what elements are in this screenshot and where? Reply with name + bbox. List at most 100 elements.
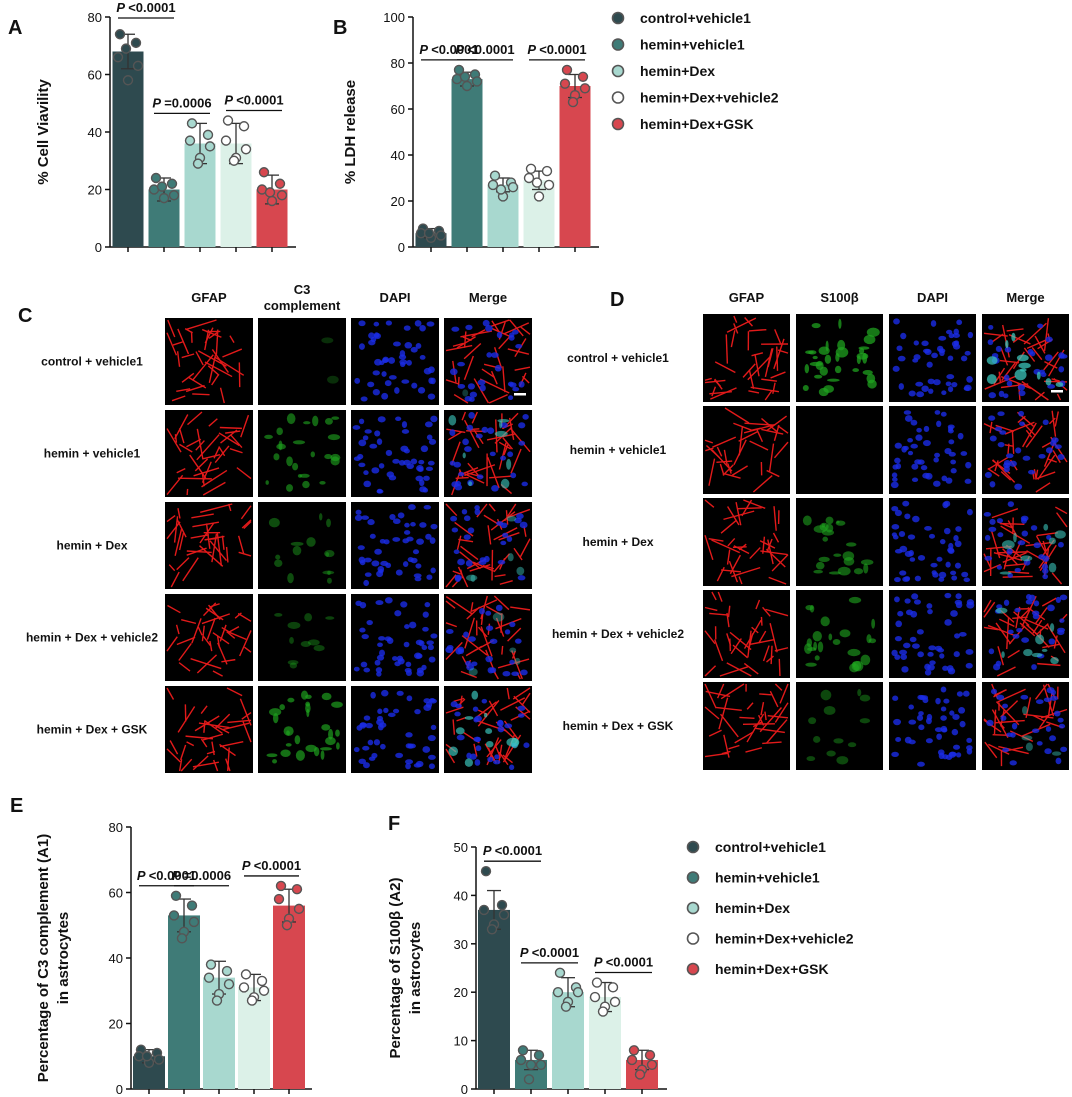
legend-marker [686,871,700,884]
micrograph-content [321,337,339,384]
micrograph-tile [258,318,346,405]
data-point [577,71,589,83]
data-point [258,167,270,178]
data-point [423,227,435,239]
micrograph-content [268,513,335,584]
data-point [291,884,303,895]
panel-letter-d: D [610,289,624,311]
micrograph-tile [258,502,346,589]
data-point [435,230,447,241]
y-axis-label-line2: in astrocytes [55,912,72,1005]
legend-label: control+vehicle1 [640,10,751,26]
p-value-label: P <0.0001 [455,42,514,57]
data-point [515,1054,527,1066]
panel-letter-c: C [18,305,32,327]
chart-a-cell-viability: 0 20 40 60 80 % Cell Viavility P <0.0001 P =0.0… [35,0,296,255]
data-point [130,37,142,49]
column-label: complement [264,298,341,313]
panel-letter-b: B [333,17,347,39]
legend-marker [686,962,700,976]
micrograph-content [446,411,531,496]
micrograph-content [353,597,438,677]
data-point [498,909,510,920]
column-label: GFAP [729,290,765,305]
panel-letter-f: F [388,813,400,835]
micrograph-content [983,683,1068,767]
micrograph-content [445,503,531,588]
data-point [114,29,126,40]
data-point [211,995,223,1006]
chart-f-s100b-percentage: 0 10 20 30 40 50 Percentage of S100β (A2) in as… [387,840,667,1097]
row-label: hemin + Dex + vehicle2 [26,631,158,645]
data-point [132,60,144,72]
y-axis-label: % LDH release [342,80,359,184]
micrograph-content [264,413,341,492]
legend-label: hemin+Dex+GSK [715,961,829,977]
y-tick-label: 40 [454,888,468,903]
y-tick-label: 80 [88,10,102,25]
column-label: GFAP [191,290,227,305]
micrograph-content [445,687,531,771]
micrograph-content [891,500,973,583]
y-axis-label: Percentage of S100β (A2) [387,878,404,1059]
data-point [487,179,499,191]
p-value-label: P <0.0001 [483,843,542,858]
row-label: hemin + Dex [56,539,127,553]
micrograph-tile [351,502,439,589]
y-tick-label: 0 [398,240,405,255]
column-label: Merge [1006,290,1044,305]
data-point [258,985,270,996]
y-tick-label: 20 [454,985,468,1000]
data-point [120,43,132,54]
p-value-label: P =0.0006 [172,868,231,883]
bar-hemin+Dex+vehicle2 [523,180,555,247]
micrograph-content [806,689,871,765]
data-point [276,190,288,201]
data-point [141,1051,153,1062]
p-value-label: P <0.0001 [527,42,586,57]
micrograph-content [983,318,1068,401]
data-point [523,172,535,184]
y-tick-label: 0 [116,1082,123,1097]
legend-label: hemin+Dex+vehicle2 [640,90,779,106]
micrograph-content [353,689,437,770]
micrograph-tile [982,406,1069,494]
y-tick-label: 50 [454,840,468,855]
micrograph-content [166,319,245,404]
p-value-label: P <0.0001 [242,858,301,873]
data-point [552,987,564,998]
y-tick-label: 0 [95,240,102,255]
micrograph-content [166,503,252,588]
micrograph-content [704,315,789,401]
y-tick-label: 0 [461,1082,468,1097]
y-tick-label: 40 [391,148,405,163]
y-tick-label: 10 [454,1034,468,1049]
data-point [238,121,250,132]
data-point [150,172,162,184]
legend-label: hemin+vehicle1 [715,870,820,886]
data-point [192,158,204,169]
micrograph-tile [165,594,253,681]
bar-hemin+Dex+GSK [273,905,305,1089]
y-axis-label-line2: in astrocytes [407,922,424,1015]
p-value-label: P <0.0001 [137,868,196,883]
y-tick-label: 20 [88,183,102,198]
data-point [471,76,483,87]
data-point [188,916,200,928]
data-point [168,910,180,921]
data-point [202,129,214,141]
micrograph-tile [703,314,790,402]
micrograph-content [354,320,436,402]
data-point [561,64,573,76]
y-tick-label: 60 [88,68,102,83]
micrograph-content [802,515,874,576]
legend-bottom: control+vehicle1 hemin+vehicle1 hemin+Dex h… [686,839,854,977]
data-point [186,900,198,911]
y-tick-label: 20 [391,194,405,209]
data-point [168,190,180,201]
panel-letter-a: A [8,17,22,39]
data-point [281,920,293,931]
micrograph-content [891,686,973,767]
y-tick-label: 30 [454,937,468,952]
